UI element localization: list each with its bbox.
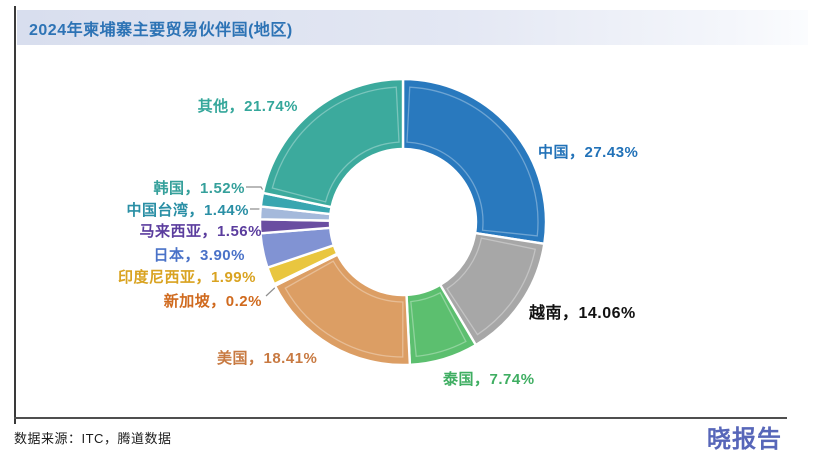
slice-label-usa: 美国，18.41% bbox=[217, 350, 318, 367]
slice-label-thailand: 泰国，7.74% bbox=[443, 371, 535, 388]
pie-slice-其他 bbox=[261, 77, 405, 209]
chart-title-bar: 2024年柬埔寨主要贸易伙伴国(地区) bbox=[17, 10, 808, 45]
data-source-note: 数据来源：ITC，腾道数据 bbox=[14, 431, 172, 446]
pie-slices bbox=[258, 77, 548, 367]
brand-logo: 晓报告 bbox=[707, 426, 782, 451]
pie-slice-美国 bbox=[273, 253, 412, 367]
slice-inner-highlight bbox=[446, 237, 536, 336]
slice-label-singapore: 新加坡，0.2% bbox=[163, 293, 262, 310]
footer-divider bbox=[14, 417, 787, 419]
chart-title: 2024年柬埔寨主要贸易伙伴国(地区) bbox=[29, 21, 293, 39]
slice-label-malaysia: 马来西亚，1.56% bbox=[139, 223, 262, 240]
slice-label-japan: 日本，3.90% bbox=[153, 247, 245, 264]
slice-inner-highlight bbox=[271, 86, 400, 203]
slice-label-others: 其他，21.74% bbox=[197, 98, 298, 115]
slice-inner-highlight bbox=[406, 86, 539, 237]
left-border-line bbox=[14, 6, 16, 424]
pie-slice-中国 bbox=[401, 77, 548, 245]
slice-label-korea: 韩国，1.52% bbox=[153, 180, 245, 197]
slice-inner-highlight bbox=[284, 260, 404, 358]
slice-label-vietnam: 越南，14.06% bbox=[529, 305, 636, 322]
slice-label-indonesia: 印度尼西亚，1.99% bbox=[117, 269, 256, 286]
slice-inner-highlight bbox=[410, 291, 467, 358]
slice-label-china: 中国，27.43% bbox=[538, 144, 639, 161]
slice-label-taiwan: 中国台湾，1.44% bbox=[126, 202, 249, 219]
